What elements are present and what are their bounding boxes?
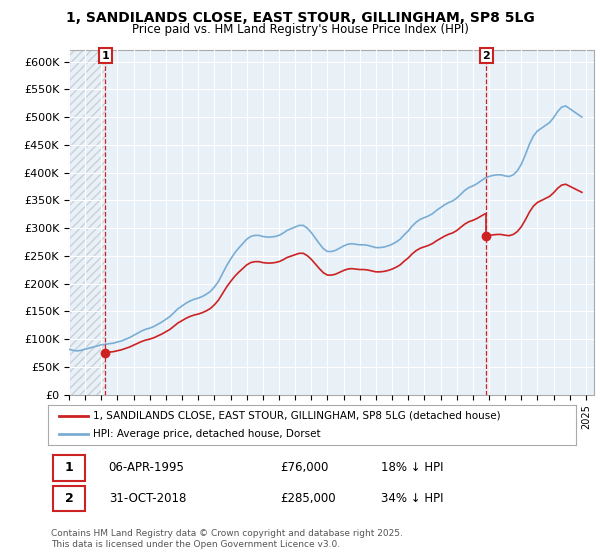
FancyBboxPatch shape (53, 486, 85, 511)
Text: 18% ↓ HPI: 18% ↓ HPI (380, 461, 443, 474)
Text: Contains HM Land Registry data © Crown copyright and database right 2025.
This d: Contains HM Land Registry data © Crown c… (51, 529, 403, 549)
Text: 2: 2 (65, 492, 73, 505)
Text: 2: 2 (482, 50, 490, 60)
Text: Price paid vs. HM Land Registry's House Price Index (HPI): Price paid vs. HM Land Registry's House … (131, 22, 469, 36)
FancyBboxPatch shape (53, 455, 85, 480)
Text: 31-OCT-2018: 31-OCT-2018 (109, 492, 186, 505)
Text: £285,000: £285,000 (280, 492, 336, 505)
Text: HPI: Average price, detached house, Dorset: HPI: Average price, detached house, Dors… (93, 430, 320, 439)
Text: 1: 1 (101, 50, 109, 60)
Text: 1, SANDILANDS CLOSE, EAST STOUR, GILLINGHAM, SP8 5LG: 1, SANDILANDS CLOSE, EAST STOUR, GILLING… (65, 11, 535, 25)
Bar (69, 50, 106, 395)
Text: 34% ↓ HPI: 34% ↓ HPI (380, 492, 443, 505)
Text: 1, SANDILANDS CLOSE, EAST STOUR, GILLINGHAM, SP8 5LG (detached house): 1, SANDILANDS CLOSE, EAST STOUR, GILLING… (93, 411, 500, 421)
Text: 1: 1 (65, 461, 73, 474)
Text: 06-APR-1995: 06-APR-1995 (109, 461, 185, 474)
Text: £76,000: £76,000 (280, 461, 329, 474)
